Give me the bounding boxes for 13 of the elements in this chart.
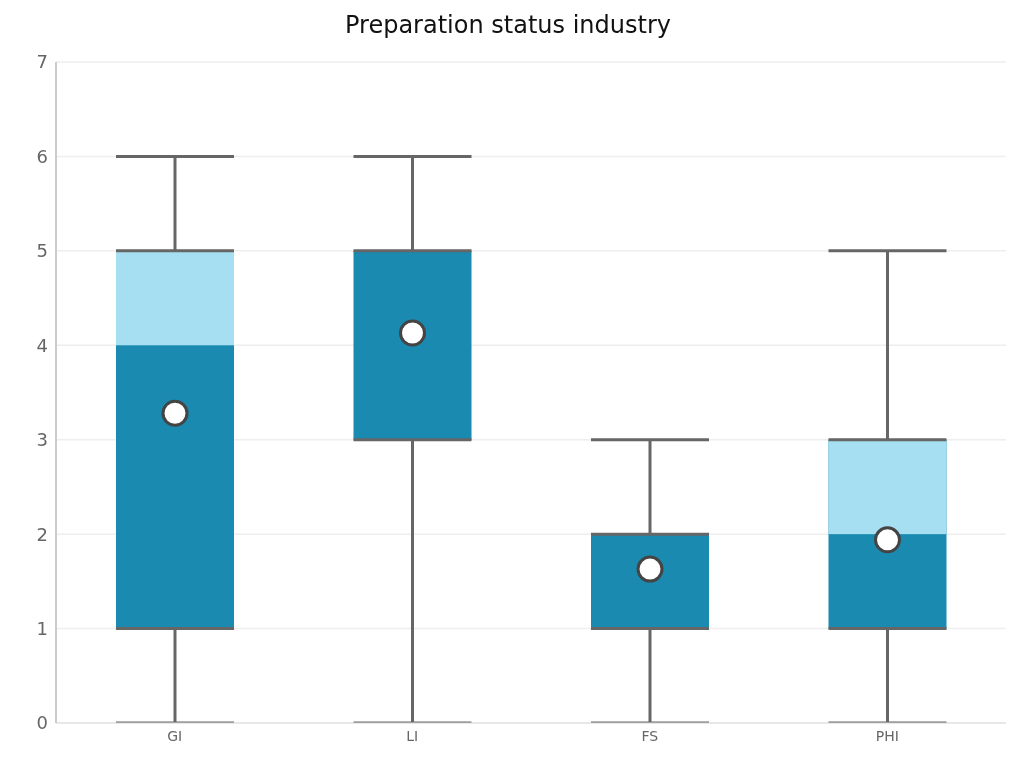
x-tick-label: LI — [406, 727, 419, 744]
y-tick-label: 2 — [36, 523, 48, 545]
y-tick-label: 5 — [36, 240, 48, 262]
y-tick-label: 6 — [36, 145, 48, 167]
y-tick-label: 3 — [36, 429, 48, 451]
y-tick-label: 0 — [36, 712, 48, 734]
x-tick-label: FS — [641, 727, 659, 744]
x-tick-label: PHI — [875, 727, 899, 744]
x-tick-label: GI — [167, 727, 183, 744]
chart-title: Preparation status industry — [344, 10, 672, 41]
y-tick-label: 4 — [36, 334, 48, 356]
y-tick-label: 1 — [36, 617, 48, 639]
y-tick-label: 7 — [36, 51, 48, 73]
